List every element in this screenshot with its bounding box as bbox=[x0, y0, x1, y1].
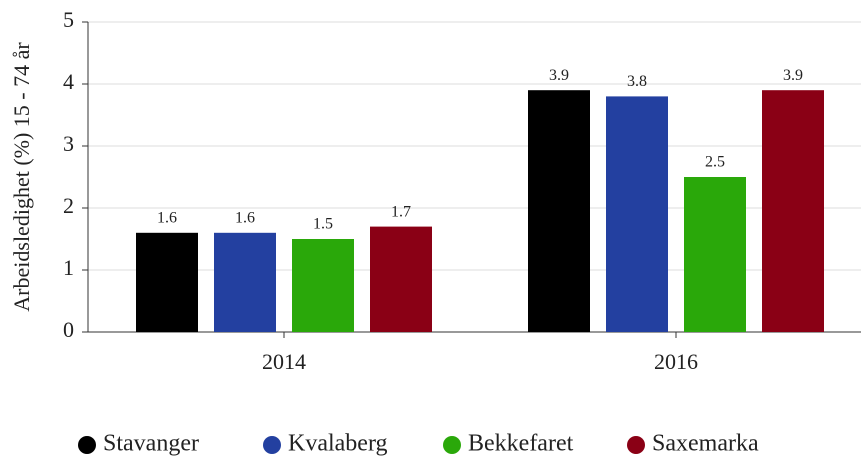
y-tick-label: 0 bbox=[63, 317, 74, 342]
value-label: 2.5 bbox=[705, 154, 725, 171]
bar bbox=[214, 232, 276, 332]
legend-marker bbox=[78, 436, 96, 454]
y-tick-label: 4 bbox=[63, 69, 74, 94]
bar bbox=[370, 226, 432, 332]
legend-marker bbox=[627, 436, 645, 454]
legend-label: Bekkefaret bbox=[468, 431, 574, 457]
bar bbox=[528, 90, 590, 332]
value-label: 1.5 bbox=[313, 216, 333, 233]
bar bbox=[292, 239, 354, 332]
value-label: 3.9 bbox=[783, 67, 803, 84]
y-tick-label: 2 bbox=[63, 193, 74, 218]
value-label: 3.8 bbox=[627, 73, 647, 90]
value-label: 1.7 bbox=[391, 203, 411, 220]
legend-label: Saxemarka bbox=[652, 431, 759, 457]
legend-marker bbox=[263, 436, 281, 454]
bar bbox=[762, 90, 824, 332]
x-tick-label: 2016 bbox=[654, 349, 698, 374]
y-axis-label: Arbeidsledighet (%) 15 - 74 år bbox=[9, 42, 34, 312]
legend-label: Stavanger bbox=[103, 431, 199, 457]
legend-marker bbox=[443, 436, 461, 454]
legend-label: Kvalaberg bbox=[288, 431, 388, 457]
y-tick-label: 5 bbox=[63, 7, 74, 32]
bar bbox=[684, 177, 746, 332]
bar bbox=[136, 232, 198, 332]
value-label: 1.6 bbox=[157, 209, 177, 226]
x-tick-label: 2014 bbox=[262, 349, 306, 374]
value-label: 1.6 bbox=[235, 209, 255, 226]
y-tick-label: 1 bbox=[63, 255, 74, 280]
value-label: 3.9 bbox=[549, 67, 569, 84]
y-tick-label: 3 bbox=[63, 131, 74, 156]
bar bbox=[606, 96, 668, 333]
